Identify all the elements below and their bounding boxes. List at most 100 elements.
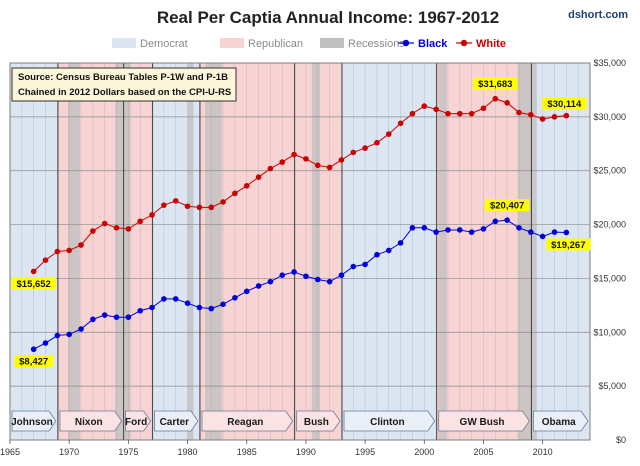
series-point-black-1992 [326,278,333,285]
legend-swatch-democrat [112,38,136,48]
series-point-black-1967 [30,346,37,353]
recession-band-3 [187,63,194,440]
series-point-white-1974 [113,225,120,231]
series-point-black-1977 [149,304,155,311]
annotation-white-2012: $30,114 [547,99,582,110]
series-point-black-2001 [433,229,439,235]
series-point-white-1975 [125,226,132,232]
recession-band-5 [311,63,321,440]
series-layer [30,95,570,353]
series-point-black-1994 [350,263,357,270]
series-point-black-1997 [385,247,392,254]
president-labels: Johnson Nixon Ford Carter Reagan Bush Clinton G… [11,410,589,432]
plot-frame [9,62,591,441]
recession-bands [68,63,537,440]
president-tag-obama [533,410,589,432]
series-point-white-1978 [161,202,167,208]
series-point-black-1995 [362,261,368,268]
series-point-white-1969 [54,248,61,255]
series-point-white-1985 [243,182,250,189]
annotation-black-2012-bg [546,238,591,251]
legend-label-black: Black [418,38,448,50]
annotation-black-2012: $19,267 [551,240,585,251]
series-point-white-1971 [78,242,84,248]
x-tick-label-2000: 2000 [414,447,434,457]
president-tag-gw-bush [438,410,530,432]
legend-label-republican: Republican [248,38,303,50]
legend-marker-black [402,39,410,47]
president-tag-clinton [343,410,436,432]
series-point-white-2011 [551,114,558,120]
series-point-white-2010 [539,116,546,122]
series-point-black-1972 [90,316,96,323]
series-line-white [33,98,567,272]
series-point-black-1990 [303,273,309,280]
president-tag-gw-bush-label: GW Bush [460,417,505,428]
legend-swatch-recessions [320,38,344,48]
series-point-black-1984 [232,295,238,301]
chart-credit: dshort.com [568,9,628,21]
series-point-black-1991 [314,276,321,283]
series-point-white-1986 [255,174,262,180]
x-tick-label-1965: 1965 [0,447,20,457]
series-point-white-1992 [326,164,333,171]
source-line-1: Source: Census Bureau Tables P-1W and P-… [18,72,228,83]
annotation-black-2007: $20,407 [490,201,524,212]
series-point-black-1985 [243,288,250,295]
series-point-white-2002 [445,110,451,117]
annotation-black-1967: $8,427 [19,357,48,368]
series-point-white-1979 [172,198,179,204]
series-point-white-1970 [66,247,72,254]
series-line-black [33,219,567,350]
series-point-black-1973 [101,312,108,318]
x-tick-label-2005: 2005 [473,447,493,457]
series-point-black-1975 [125,314,132,321]
source-line-2: Chained in 2012 Dollars based on the CPI… [18,87,231,98]
x-axis: 1965 1970 1975 1980 1985 1990 1995 2000 2005 2010 [0,440,553,457]
x-tick-label-1975: 1975 [118,447,138,457]
series-point-black-1988 [279,272,286,278]
annotation-black-1967-bg [14,355,54,368]
series-point-black-1993 [338,272,345,278]
series-point-black-2002 [445,227,451,233]
series-point-black-1978 [161,296,167,302]
recession-band-4 [205,63,222,440]
y-tick-label-30000: $30,000 [593,112,626,122]
series-point-white-1989 [291,151,297,158]
series-point-white-1988 [279,159,286,165]
series-point-black-2005 [480,226,487,232]
president-tag-reagan-label: Reagan [227,417,263,428]
series-point-black-1980 [184,300,191,307]
series-point-black-1987 [267,278,274,285]
source-box: Source: Census Bureau Tables P-1W and P-… [11,67,237,102]
series-point-black-2000 [421,225,428,231]
series-point-white-2012 [563,112,570,119]
party-band-obama [531,63,590,440]
annotation-black-2007-bg [484,199,530,212]
series-point-white-1987 [267,165,274,172]
president-tag-carter-label: Carter [160,417,190,428]
president-tag-obama-label: Obama [542,417,576,428]
series-point-white-1993 [338,157,345,163]
series-point-black-1986 [255,283,262,289]
series-point-black-1999 [409,225,416,231]
series-point-white-1983 [220,199,226,205]
president-tag-reagan [201,410,294,432]
recession-band-7 [517,63,537,440]
series-point-white-1980 [184,203,191,210]
series-point-black-1974 [113,314,120,321]
series-point-white-1990 [303,156,309,162]
series-point-black-1982 [208,305,215,312]
series-point-black-2012 [563,229,570,236]
annotation-white-1967-bg [11,277,56,290]
series-point-black-1989 [291,269,297,275]
series-point-black-2008 [516,225,522,231]
series-point-white-1995 [362,145,368,151]
y-tick-label-15000: $15,000 [593,273,626,283]
series-point-black-2007 [504,217,510,223]
president-tag-ford [125,410,152,432]
recession-band-2 [115,63,131,440]
president-tag-nixon [59,410,123,432]
y-tick-label-0: $0 [616,435,626,445]
